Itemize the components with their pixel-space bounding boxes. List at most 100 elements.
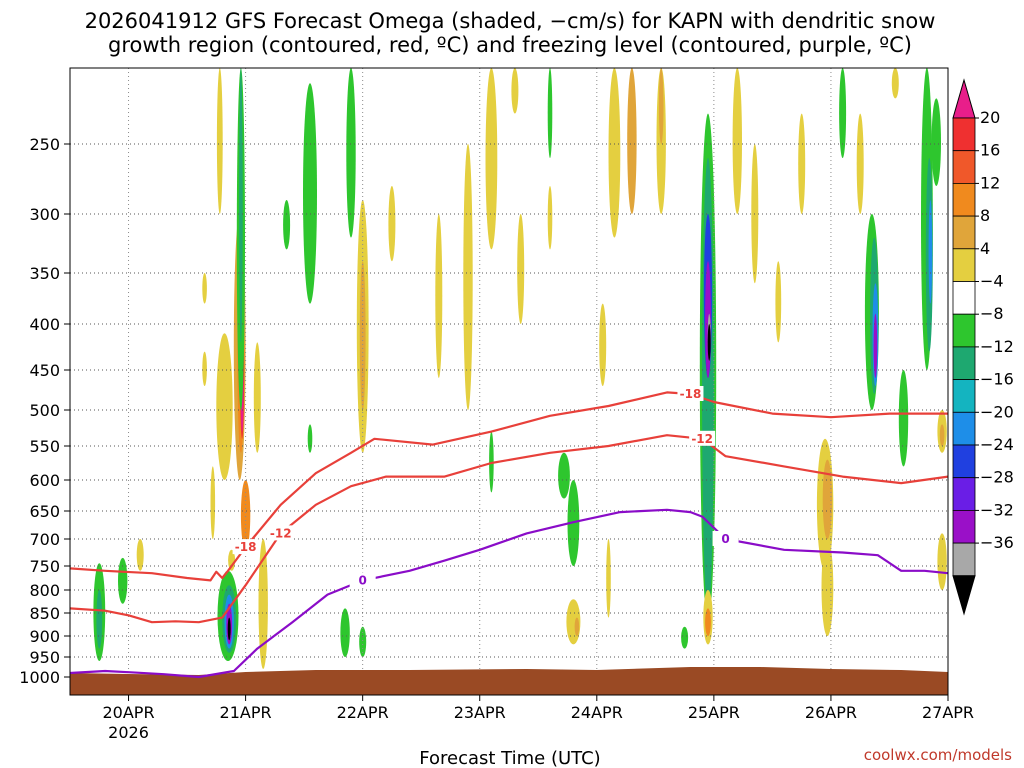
colorbar-seg-1 [952, 117, 976, 152]
omega-cell-9 [228, 549, 236, 571]
colorbar-seg-11 [952, 444, 976, 479]
omega-cell-36 [463, 144, 473, 410]
purple-contour-0 [69, 508, 949, 679]
omega-cell-41 [547, 186, 553, 250]
colorbar-seg-14 [952, 542, 976, 577]
omega-cell-74 [839, 68, 847, 158]
colorbar-seg-4 [952, 215, 976, 250]
colorbar-seg-12 [952, 477, 976, 511]
colorbar-bottom-arrow [952, 575, 976, 616]
omega-cell-40 [517, 214, 525, 324]
colorbar-label-12: −32 [980, 500, 1014, 519]
omega-shading [93, 68, 947, 669]
colorbar-seg-2 [952, 150, 976, 184]
omega-cell-33 [388, 186, 396, 262]
colorbar-label-7: −12 [980, 337, 1014, 356]
omega-cell-52 [658, 68, 664, 144]
omega-cell-50 [627, 68, 637, 214]
omega-cell-25 [303, 83, 317, 304]
omega-cell-26 [307, 424, 313, 453]
colorbar-seg-13 [952, 509, 976, 544]
omega-cell-29 [340, 608, 350, 657]
omega-cell-46 [574, 617, 580, 636]
omega-cell-43 [558, 452, 570, 499]
x-tick-20APR: 20APR [102, 703, 154, 722]
colorbar-label-9: −20 [980, 402, 1014, 421]
omega-cell-2 [118, 557, 128, 604]
colorbar-label-2: 12 [980, 173, 1000, 192]
omega-cell-87 [931, 98, 941, 186]
omega-cell-69 [798, 113, 806, 214]
colorbar-seg-10 [952, 411, 976, 446]
red-contour-label-0-1: -18 [680, 387, 702, 401]
x-axis-label: Forecast Time (UTC) [419, 748, 600, 768]
colorbar-seg-7 [952, 313, 976, 348]
omega-cell-62 [705, 608, 711, 636]
colorbar-label-11: −28 [980, 468, 1014, 487]
omega-cell-30 [359, 626, 367, 658]
y-tick-800: 800 [29, 581, 60, 600]
contour-lines: -18 -18 -12 -12 0 0 [69, 386, 949, 679]
red-contour--12 [69, 434, 949, 624]
omega-cell-60 [707, 324, 711, 361]
colorbar-seg-8 [952, 346, 976, 380]
plot-area [70, 68, 948, 695]
omega-cell-22 [253, 342, 261, 453]
omega-cell-32 [359, 261, 366, 410]
colorbar-label-10: −24 [980, 435, 1014, 454]
omega-cell-72 [821, 539, 834, 636]
omega-cell-64 [732, 68, 742, 214]
omega-cell-6 [210, 466, 216, 539]
omega-cell-81 [898, 370, 909, 467]
omega-cell-39 [511, 68, 519, 114]
colorbar-label-4: 4 [980, 239, 990, 258]
colorbar-top-arrow [952, 78, 976, 119]
omega-cell-86 [928, 200, 933, 304]
omega-cell-63 [681, 626, 689, 649]
credit-link[interactable]: coolwx.com/models [864, 746, 1012, 764]
colorbar-seg-5 [952, 248, 976, 282]
y-axis: 250 300 350 400 450 500 550 600 650 700 750 800 850 9… [19, 135, 70, 687]
y-tick-550: 550 [29, 437, 60, 456]
y-tick-250: 250 [29, 135, 60, 154]
y-tick-350: 350 [29, 264, 60, 283]
x-tick-24APR: 24APR [571, 703, 623, 722]
purple-contour-label-0-1: 0 [721, 532, 729, 546]
omega-cell-24 [283, 200, 291, 250]
x-tick-25APR: 25APR [688, 703, 740, 722]
colorbar-label-5: −4 [980, 272, 1004, 291]
red-contour-label-1-1: -12 [691, 432, 713, 446]
colorbar: 20 16 12 8 4 −4 −8 −12 −16 −20 −24 −28 −32 −36 [952, 78, 1014, 616]
omega-cell-67 [775, 261, 782, 343]
omega-cell-89 [939, 424, 945, 447]
colorbar-seg-9 [952, 379, 976, 413]
omega-cell-79 [873, 313, 878, 378]
purple-contour-label-0-0: 0 [358, 573, 366, 587]
omega-cell-23 [258, 539, 268, 669]
y-tick-1000: 1000 [19, 668, 60, 687]
y-tick-850: 850 [29, 604, 60, 623]
y-tick-650: 650 [29, 502, 60, 521]
plot-frame [69, 67, 949, 696]
omega-cell-90 [937, 533, 947, 590]
y-tick-900: 900 [29, 627, 60, 646]
y-tick-950: 950 [29, 648, 60, 667]
omega-cell-21 [239, 68, 243, 343]
red-contour-label-0-0: -18 [235, 540, 257, 554]
y-tick-400: 400 [29, 315, 60, 334]
red-contour--18 [69, 391, 948, 582]
x-tick-21APR: 21APR [220, 703, 272, 722]
x-tick-year: 2026 [108, 723, 149, 742]
ground-fill [70, 667, 948, 695]
colorbar-label-13: −36 [980, 533, 1014, 552]
colorbar-label-1: 16 [980, 141, 1000, 160]
omega-cell-37 [485, 68, 498, 250]
x-tick-26APR: 26APR [805, 703, 857, 722]
omega-cell-48 [606, 539, 611, 618]
y-tick-300: 300 [29, 205, 60, 224]
x-axis: 20APR 21APR 22APR 23APR 24APR 25APR 26APR 27APR… [102, 695, 974, 742]
colorbar-label-6: −8 [980, 304, 1004, 323]
omega-cell-75 [856, 113, 864, 214]
omega-cell-49 [608, 68, 621, 238]
